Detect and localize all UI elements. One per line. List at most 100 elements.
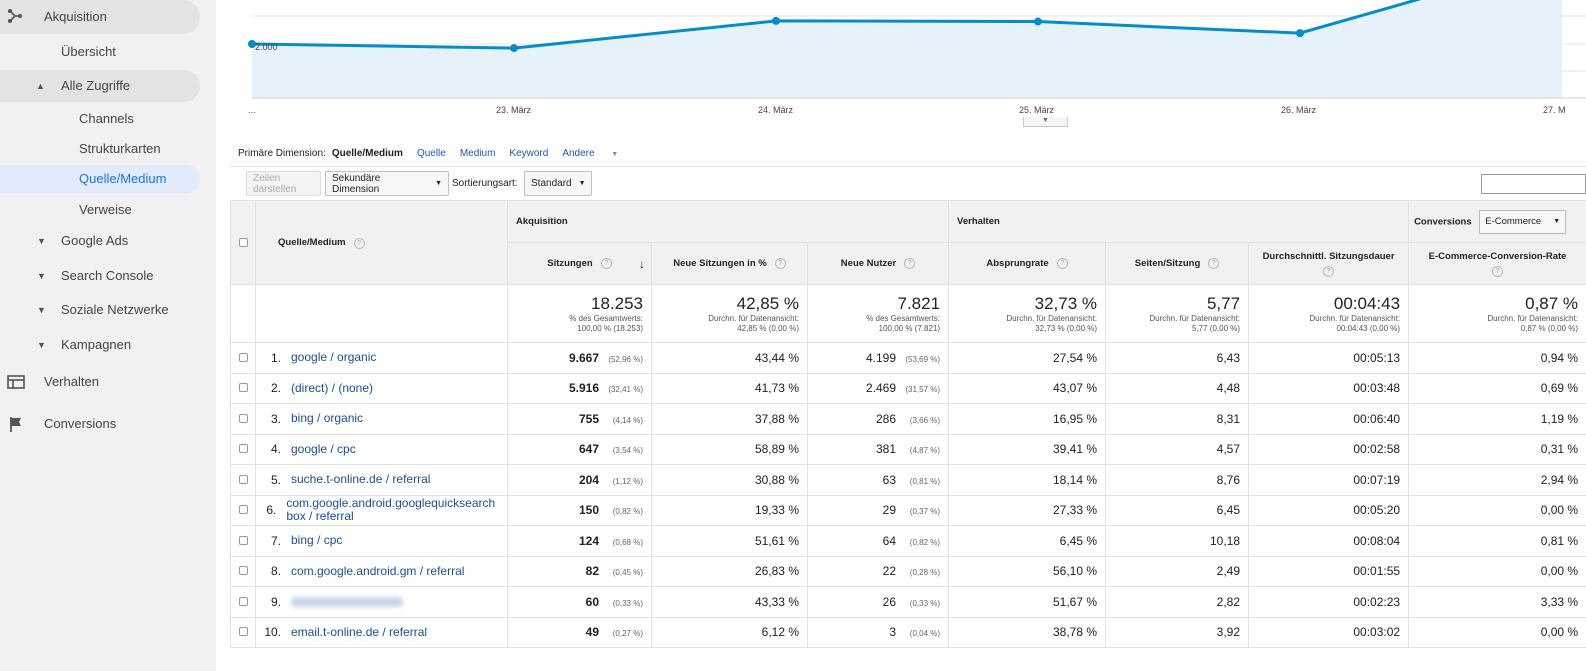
chevron-down-icon: ▼	[1042, 117, 1049, 124]
source-link[interactable]: bing / cpc	[291, 533, 343, 548]
new-sessions-value: 37,88 %	[754, 411, 799, 426]
data-point[interactable]	[772, 16, 780, 25]
duration-value: 00:05:13	[1353, 350, 1401, 365]
total-note: 5,77 (0,00 %)	[1192, 323, 1241, 333]
help-icon[interactable]: ?	[904, 258, 916, 269]
help-icon[interactable]: ?	[1323, 265, 1335, 277]
nav-soziale-netzwerke[interactable]: ▼ Soziale Netzwerke	[0, 299, 200, 321]
new-users-value: 22	[882, 564, 897, 579]
nav-quelle-medium[interactable]: Quelle/Medium	[0, 165, 200, 193]
x-tick-label: 24. März	[758, 105, 794, 115]
col-header-sessions[interactable]: Sitzungen? ↓	[507, 242, 652, 285]
new-sessions-cell: 51,61 %	[651, 525, 808, 557]
row-checkbox[interactable]	[238, 596, 248, 606]
row-checkbox[interactable]	[238, 444, 248, 454]
total-note: Durchn. für Datenansicht:	[708, 313, 799, 323]
row-checkbox[interactable]	[238, 383, 248, 393]
duration-cell: 00:08:04	[1248, 525, 1410, 557]
col-header-pages-per-session[interactable]: Seiten/Sitzung?	[1105, 242, 1250, 285]
conversion-rate-value: 0,69 %	[1540, 381, 1579, 396]
dimension-link-medium[interactable]: Medium	[459, 148, 496, 159]
dimension-link-andere[interactable]: Andere ▼	[562, 148, 632, 159]
source-link[interactable]: google / organic	[291, 350, 377, 365]
nav-google-ads[interactable]: ▼ Google Ads	[0, 230, 200, 252]
new-users-cell: 29 (0,37 %)	[806, 494, 950, 526]
col-header-bounce-rate[interactable]: Absprungrate?	[948, 242, 1107, 285]
nav-verweise[interactable]: Verweise	[0, 199, 200, 221]
sessions-cell: 647 (3,54 %)	[507, 433, 652, 465]
x-tick-label: 23. März	[496, 105, 532, 115]
show-rows-button[interactable]: Zeilen darstellen	[246, 171, 321, 196]
dimension-selected: Quelle/Medium	[331, 148, 403, 159]
total-note: % des Gesamtwerts:	[569, 313, 643, 323]
sessions-cell: 150 (0,82 %)	[507, 494, 652, 526]
data-point[interactable]	[1296, 29, 1304, 38]
table-search-input[interactable]	[1481, 174, 1586, 194]
nav-uebersicht[interactable]: Übersicht	[0, 40, 200, 64]
caret-up-icon: ▲	[36, 81, 45, 91]
source-link[interactable]: com.google.android.gm / referral	[291, 563, 465, 578]
dimension-link-quelle[interactable]: Quelle	[416, 148, 446, 159]
nav-akquisition[interactable]: Akquisition	[0, 0, 200, 34]
help-icon[interactable]: ?	[774, 258, 786, 269]
help-icon[interactable]: ?	[600, 258, 612, 269]
pages-cell: 3,92	[1105, 616, 1250, 648]
nav-label: Soziale Netzwerke	[61, 302, 169, 317]
data-point[interactable]	[248, 40, 256, 48]
total-note: 0,87 % (0,00 %)	[1520, 323, 1579, 333]
duration-cell: 00:07:19	[1248, 464, 1410, 496]
chart-svg	[248, 0, 1586, 99]
col-header-avg-duration[interactable]: Durchschnittl. Sitzungsdauer?	[1248, 242, 1410, 285]
source-link[interactable]: (direct) / (none)	[291, 380, 374, 395]
redacted-source-link[interactable]	[291, 596, 403, 607]
nav-kampagnen[interactable]: ▼ Kampagnen	[0, 334, 200, 356]
new-sessions-value: 51,61 %	[754, 533, 799, 548]
nav-verhalten[interactable]: Verhalten	[0, 370, 200, 394]
data-point[interactable]	[1034, 17, 1042, 26]
dimension-link-keyword[interactable]: Keyword	[509, 148, 549, 159]
source-cell: 4. google / cpc	[255, 433, 508, 465]
help-icon[interactable]: ?	[1056, 258, 1068, 269]
row-checkbox[interactable]	[238, 535, 248, 545]
row-checkbox[interactable]	[238, 505, 248, 515]
help-icon[interactable]: ?	[1208, 258, 1220, 269]
source-link[interactable]: bing / organic	[291, 411, 364, 426]
pages-cell: 4,57	[1105, 433, 1250, 465]
nav-strukturkarten[interactable]: Strukturkarten	[0, 138, 200, 160]
caret-down-icon: ▼	[611, 151, 619, 158]
sort-dropdown[interactable]: Standard ▼	[524, 171, 592, 196]
new-users-pct: (0,37 %)	[909, 507, 941, 517]
sessions-pct: (3,54 %)	[612, 446, 643, 456]
pages-cell: 6,43	[1105, 342, 1250, 374]
data-point[interactable]	[510, 44, 518, 53]
sessions-cell: 5.916 (32,41 %)	[507, 372, 652, 404]
dimension-header[interactable]: Quelle/Medium?	[255, 200, 508, 285]
nav-label: Strukturkarten	[79, 141, 161, 156]
row-checkbox[interactable]	[238, 413, 248, 423]
help-icon[interactable]: ?	[353, 237, 365, 249]
nav-conversions[interactable]: Conversions	[0, 412, 200, 436]
select-all-checkbox[interactable]	[238, 237, 248, 247]
chart-collapse-handle[interactable]: ▼	[1023, 117, 1068, 127]
col-header-new-sessions[interactable]: Neue Sitzungen in %?	[651, 242, 808, 285]
col-header-conversion-rate[interactable]: E-Commerce-Conversion-Rate?	[1408, 242, 1586, 285]
nav-search-console[interactable]: ▼ Search Console	[0, 265, 200, 287]
row-checkbox[interactable]	[238, 566, 248, 576]
source-link[interactable]: com.google.android.googlequicksearch box…	[286, 496, 496, 524]
sessions-pct: (0,68 %)	[612, 537, 643, 547]
conversions-select[interactable]: E-Commerce ▼	[1479, 209, 1567, 234]
caret-down-icon: ▼	[37, 340, 46, 350]
secondary-dimension-dropdown[interactable]: Sekundäre Dimension ▼	[325, 171, 449, 196]
nav-alle-zugriffe[interactable]: ▲ Alle Zugriffe	[0, 70, 200, 102]
table-row: 2. (direct) / (none) 5.916 (32,41 %) 41,73 %…	[230, 372, 1586, 404]
row-index: 7.	[270, 533, 281, 548]
row-checkbox[interactable]	[238, 352, 248, 362]
source-link[interactable]: email.t-online.de / referral	[291, 624, 428, 639]
source-link[interactable]: suche.t-online.de / referral	[291, 472, 431, 487]
row-checkbox[interactable]	[238, 474, 248, 484]
row-checkbox[interactable]	[238, 627, 248, 637]
source-link[interactable]: google / cpc	[291, 441, 356, 456]
nav-channels[interactable]: Channels	[0, 108, 200, 130]
col-header-new-users[interactable]: Neue Nutzer?	[806, 242, 950, 285]
help-icon[interactable]: ?	[1492, 265, 1504, 277]
